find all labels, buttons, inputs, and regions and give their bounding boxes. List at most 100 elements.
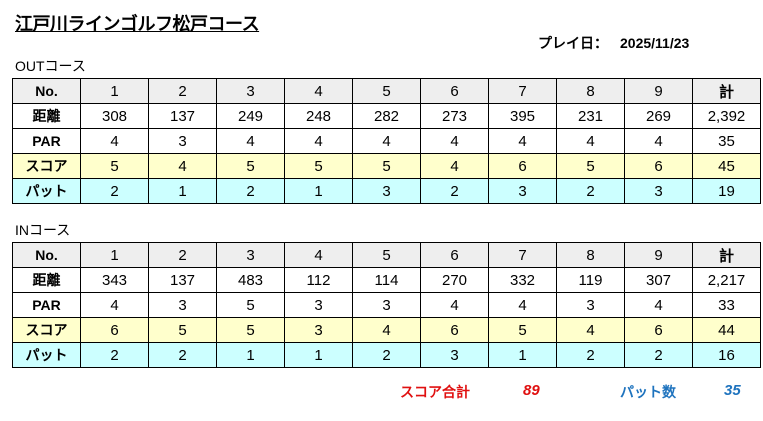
in-par-cell: 5 [216, 292, 285, 318]
out-par-cell: 4 [352, 128, 421, 154]
out-score-cell: 45 [692, 153, 761, 179]
out-row-par: PAR 4 3 4 4 4 4 4 4 4 35 [12, 128, 761, 154]
putt-total-value: 35 [724, 382, 741, 399]
out-row-score: スコア 5 4 5 5 5 4 6 5 6 45 [12, 153, 761, 179]
in-distance-cell: 270 [420, 267, 489, 293]
in-distance-cell: 2,217 [692, 267, 761, 293]
out-par-cell: 35 [692, 128, 761, 154]
out-header-cell: 8 [556, 78, 625, 104]
in-row-header: No. 1 2 3 4 5 6 7 8 9 計 [12, 242, 761, 268]
in-score-cell: 6 [624, 317, 693, 343]
in-putt-cell: 3 [420, 342, 489, 368]
in-putt-cell: 16 [692, 342, 761, 368]
in-header-cell: 4 [284, 242, 353, 268]
in-par-cell: 3 [556, 292, 625, 318]
in-score-cell: 5 [148, 317, 217, 343]
in-putt-cell: 1 [216, 342, 285, 368]
row-label-score: スコア [12, 317, 81, 343]
out-score-cell: 4 [148, 153, 217, 179]
row-label-par: PAR [12, 292, 81, 318]
in-distance-cell: 332 [488, 267, 557, 293]
row-label-header: No. [12, 78, 81, 104]
out-putt-cell: 2 [420, 178, 489, 204]
out-row-distance: 距離 308 137 249 248 282 273 395 231 269 2,392 [12, 103, 761, 129]
in-putt-cell: 1 [488, 342, 557, 368]
in-course-label: INコース [15, 222, 71, 238]
out-par-cell: 4 [284, 128, 353, 154]
out-course-table: No. 1 2 3 4 5 6 7 8 9 計距離 308 137 249 248 282 273 395 231 2… [12, 78, 761, 204]
row-label-score: スコア [12, 153, 81, 179]
in-row-par: PAR 4 3 5 3 3 4 4 3 4 33 [12, 292, 761, 318]
in-putt-cell: 2 [624, 342, 693, 368]
out-distance-cell: 269 [624, 103, 693, 129]
row-label-distance: 距離 [12, 103, 81, 129]
out-row-putt: パット 2 1 2 1 3 2 3 2 3 19 [12, 178, 761, 204]
out-score-cell: 5 [352, 153, 421, 179]
out-distance-cell: 395 [488, 103, 557, 129]
out-putt-cell: 3 [352, 178, 421, 204]
in-header-cell: 計 [692, 242, 761, 268]
course-title: 江戸川ラインゴルフ松戸コース [15, 14, 260, 34]
out-putt-cell: 19 [692, 178, 761, 204]
out-par-cell: 4 [556, 128, 625, 154]
out-putt-cell: 1 [284, 178, 353, 204]
score-total-label: スコア合計 [400, 384, 470, 400]
out-putt-cell: 3 [624, 178, 693, 204]
in-par-cell: 4 [80, 292, 149, 318]
in-score-cell: 6 [80, 317, 149, 343]
in-distance-cell: 114 [352, 267, 421, 293]
in-header-cell: 7 [488, 242, 557, 268]
out-header-cell: 3 [216, 78, 285, 104]
in-score-cell: 3 [284, 317, 353, 343]
out-header-cell: 7 [488, 78, 557, 104]
out-header-cell: 計 [692, 78, 761, 104]
in-par-cell: 3 [352, 292, 421, 318]
in-distance-cell: 343 [80, 267, 149, 293]
in-par-cell: 3 [148, 292, 217, 318]
in-row-distance: 距離 343 137 483 112 114 270 332 119 307 2,217 [12, 267, 761, 293]
in-score-cell: 4 [352, 317, 421, 343]
out-header-cell: 9 [624, 78, 693, 104]
out-header-cell: 6 [420, 78, 489, 104]
in-putt-cell: 2 [80, 342, 149, 368]
play-date-value: 2025/11/23 [620, 35, 690, 51]
in-putt-cell: 1 [284, 342, 353, 368]
row-label-par: PAR [12, 128, 81, 154]
in-header-cell: 6 [420, 242, 489, 268]
out-par-cell: 4 [216, 128, 285, 154]
in-row-putt: パット 2 2 1 1 2 3 1 2 2 16 [12, 342, 761, 368]
out-score-cell: 4 [420, 153, 489, 179]
out-score-cell: 6 [488, 153, 557, 179]
in-score-cell: 6 [420, 317, 489, 343]
in-distance-cell: 307 [624, 267, 693, 293]
putt-total-label: パット数 [620, 384, 676, 400]
out-distance-cell: 248 [284, 103, 353, 129]
out-par-cell: 3 [148, 128, 217, 154]
row-label-putt: パット [12, 178, 81, 204]
out-header-cell: 4 [284, 78, 353, 104]
out-distance-cell: 249 [216, 103, 285, 129]
out-distance-cell: 273 [420, 103, 489, 129]
out-putt-cell: 1 [148, 178, 217, 204]
in-course-table: No. 1 2 3 4 5 6 7 8 9 計距離 343 137 483 112 114 270 332 119 3… [12, 242, 761, 368]
out-header-cell: 1 [80, 78, 149, 104]
in-header-cell: 5 [352, 242, 421, 268]
out-score-cell: 5 [556, 153, 625, 179]
out-putt-cell: 2 [80, 178, 149, 204]
out-row-header: No. 1 2 3 4 5 6 7 8 9 計 [12, 78, 761, 104]
in-distance-cell: 483 [216, 267, 285, 293]
in-par-cell: 4 [420, 292, 489, 318]
in-header-cell: 8 [556, 242, 625, 268]
out-course-label: OUTコース [15, 58, 86, 74]
row-label-putt: パット [12, 342, 81, 368]
out-score-cell: 6 [624, 153, 693, 179]
in-putt-cell: 2 [148, 342, 217, 368]
in-par-cell: 3 [284, 292, 353, 318]
in-par-cell: 4 [488, 292, 557, 318]
out-score-cell: 5 [216, 153, 285, 179]
in-par-cell: 4 [624, 292, 693, 318]
out-par-cell: 4 [80, 128, 149, 154]
out-score-cell: 5 [284, 153, 353, 179]
play-date-label: プレイ日： [538, 35, 608, 51]
